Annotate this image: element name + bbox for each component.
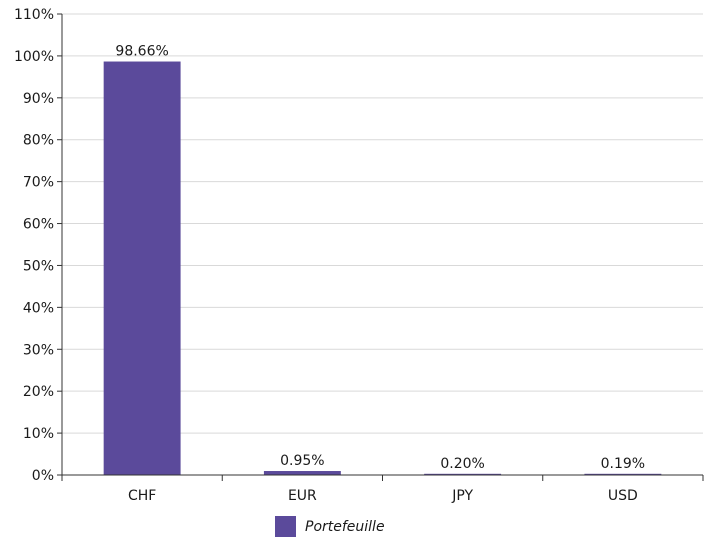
data-labels: 98.66% 0.95% 0.20% 0.19%	[115, 44, 645, 472]
data-label: 98.66%	[115, 44, 168, 60]
y-tick-label: 70%	[23, 175, 54, 191]
bar-jpy	[424, 473, 502, 475]
data-label: 0.19%	[601, 456, 645, 472]
y-tick-label: 50%	[23, 258, 54, 274]
data-label: 0.20%	[440, 456, 484, 472]
y-tick-label: 20%	[23, 384, 54, 400]
x-tick-label: JPY	[451, 488, 473, 504]
x-tick-label: EUR	[288, 488, 317, 504]
y-tick-label: 90%	[23, 91, 54, 107]
y-tick-label: 100%	[14, 49, 54, 65]
y-axis-ticks: 0% 10% 20% 30% 40% 50% 60% 70% 80% 90% 100% 110%	[14, 7, 62, 484]
legend: Portefeuille	[275, 516, 385, 537]
x-tick-label: USD	[608, 488, 638, 504]
legend-swatch	[275, 516, 296, 537]
x-axis-ticks: CHF EUR JPY USD	[61, 475, 704, 504]
y-tick-label: 30%	[23, 342, 54, 358]
legend-label: Portefeuille	[305, 519, 385, 535]
y-tick-label: 110%	[14, 7, 54, 23]
y-tick-label: 10%	[23, 426, 54, 442]
y-tick-label: 60%	[23, 217, 54, 233]
x-tick-label: CHF	[128, 488, 156, 504]
bar-eur	[263, 471, 341, 475]
bar-usd	[584, 473, 662, 475]
y-tick-label: 80%	[23, 133, 54, 149]
bar-chf	[103, 61, 181, 476]
bars	[103, 61, 662, 476]
y-tick-label: 40%	[23, 300, 54, 316]
data-label: 0.95%	[280, 453, 324, 469]
y-tick-label: 0%	[32, 468, 54, 484]
